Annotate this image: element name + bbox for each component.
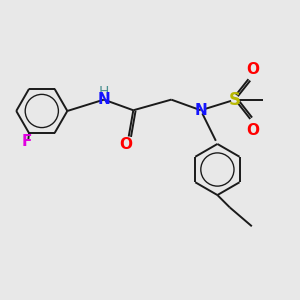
Text: F: F <box>22 134 32 149</box>
Text: O: O <box>119 137 132 152</box>
Text: N: N <box>194 103 207 118</box>
Text: S: S <box>229 91 241 109</box>
Text: N: N <box>98 92 110 107</box>
Text: O: O <box>246 62 260 77</box>
Text: O: O <box>246 123 260 138</box>
Text: H: H <box>99 85 109 99</box>
